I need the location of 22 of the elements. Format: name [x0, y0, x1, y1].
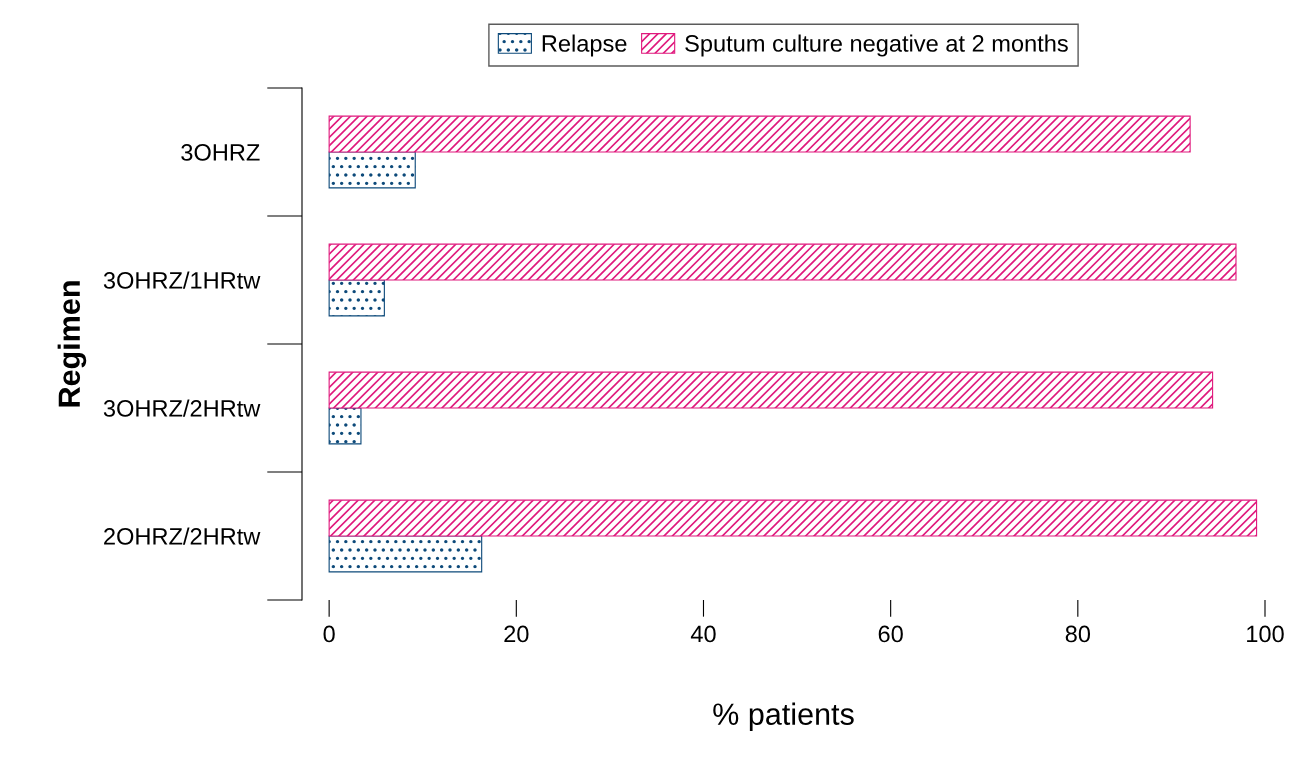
bar [328, 115, 1191, 153]
y-tick-label: 3OHRZ [181, 144, 260, 161]
bar [328, 279, 385, 317]
bar [328, 243, 1237, 281]
x-tick-label: 20 [504, 625, 529, 643]
legend-label: Relapse [542, 34, 627, 57]
bar [328, 151, 416, 189]
y-axis-title: Regimen [57, 281, 87, 407]
x-tick-label: 60 [878, 625, 903, 643]
bar [328, 371, 1214, 409]
y-tick-label: 3OHRZ/1HRtw [103, 271, 261, 289]
y-tick-label: 3OHRZ/2HRtw [103, 399, 261, 417]
x-tick-label: 100 [1247, 625, 1284, 643]
y-tick-label: 2OHRZ/2HRtw [104, 527, 261, 545]
x-tick-label: 0 [323, 625, 335, 643]
x-tick-label: 40 [690, 625, 716, 643]
bar [328, 499, 1258, 537]
x-tick-label: 80 [1065, 625, 1091, 643]
legend-label: Sputum culture negative at 2 months [685, 34, 1068, 57]
bar [328, 535, 483, 573]
x-axis-title: % patients [713, 702, 854, 732]
bar [328, 407, 362, 445]
